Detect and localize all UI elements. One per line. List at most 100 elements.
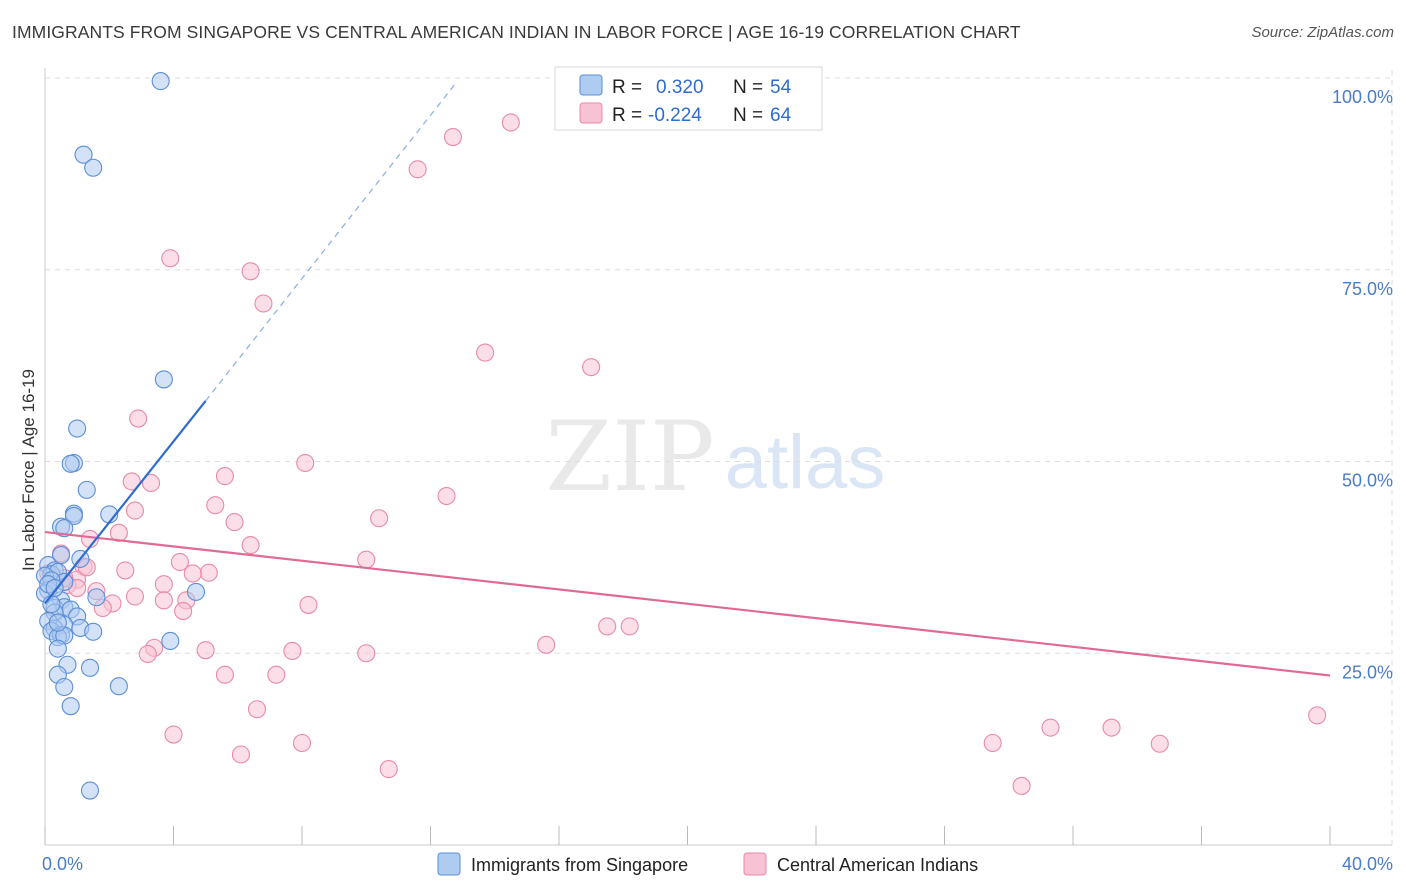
data-point-central-american-indians (292, 733, 312, 753)
data-point-central-american-indians (199, 563, 218, 582)
correlation-legend: R = 0.320 N = 54 R = -0.224 N = 64 (554, 66, 823, 131)
legend-r-label-1: R = (612, 77, 642, 98)
data-point-central-american-indians (196, 641, 215, 660)
data-point-central-american-indians (283, 641, 302, 660)
data-point-immigrants-from-singapore (77, 480, 96, 499)
data-point-central-american-indians (370, 509, 389, 528)
data-point-central-american-indians (141, 473, 161, 493)
data-point-central-american-indians (241, 536, 260, 555)
data-point-central-american-indians (1308, 706, 1327, 725)
data-point-central-american-indians (241, 262, 260, 281)
y-tick-label: 25.0% (1342, 662, 1393, 682)
legend-n-label-2: N = (733, 105, 763, 126)
grid-lines (45, 70, 1393, 845)
legend-r-label-2: R = (612, 105, 642, 126)
data-point-central-american-indians (247, 700, 267, 719)
data-point-immigrants-from-singapore (64, 506, 83, 526)
data-point-central-american-indians (116, 561, 135, 580)
data-point-central-american-indians (1102, 718, 1121, 737)
series-immigrants-from-singapore (35, 72, 206, 800)
x-tick-label-max: 40.0% (1342, 854, 1393, 874)
axes (44, 68, 1392, 846)
data-point-immigrants-from-singapore (80, 658, 100, 677)
data-point-central-american-indians (537, 635, 556, 654)
data-point-immigrants-from-singapore (55, 677, 74, 697)
data-point-central-american-indians (215, 665, 234, 684)
data-point-central-american-indians (357, 644, 376, 663)
data-point-central-american-indians (254, 294, 273, 313)
data-point-central-american-indians (225, 513, 244, 532)
data-point-central-american-indians (154, 575, 173, 594)
data-point-central-american-indians (437, 486, 456, 506)
y-axis-title: In Labor Force | Age 16-19 (19, 369, 38, 571)
data-point-immigrants-from-singapore (161, 631, 180, 651)
source-credit: Source: ZipAtlas.com (1251, 24, 1394, 41)
legend-r-value-2: -0.224 (648, 105, 702, 126)
watermark: ZIP atlas (545, 401, 885, 513)
data-point-central-american-indians (357, 550, 376, 569)
data-point-central-american-indians (296, 453, 315, 473)
data-point-central-american-indians (501, 113, 520, 132)
data-point-immigrants-from-singapore (45, 579, 64, 598)
y-tick-label: 75.0% (1342, 279, 1393, 299)
data-point-central-american-indians (174, 602, 193, 621)
data-point-central-american-indians (125, 501, 144, 520)
data-point-immigrants-from-singapore (68, 419, 87, 438)
data-point-central-american-indians (443, 128, 463, 147)
trend-line-immigrants-from-singapore (44, 400, 207, 605)
data-point-immigrants-from-singapore (151, 72, 170, 91)
data-point-central-american-indians (183, 564, 202, 583)
series-legend-label-singapore: Immigrants from Singapore (471, 855, 688, 875)
data-point-immigrants-from-singapore (61, 454, 80, 473)
data-point-central-american-indians (215, 467, 234, 486)
trend-line-central-american-indians (44, 530, 1331, 677)
data-point-central-american-indians (408, 160, 427, 179)
x-tick-label-min: 0.0% (42, 854, 83, 874)
data-point-immigrants-from-singapore (42, 595, 61, 614)
data-point-immigrants-from-singapore (109, 677, 128, 696)
data-point-central-american-indians (598, 617, 617, 636)
data-point-immigrants-from-singapore (80, 781, 100, 800)
legend-n-value-1: 54 (770, 77, 792, 98)
trend-lines (44, 82, 1331, 677)
chart-title: IMMIGRANTS FROM SINGAPORE VS CENTRAL AME… (12, 22, 1021, 42)
data-point-central-american-indians (1012, 776, 1031, 795)
data-point-immigrants-from-singapore (55, 519, 74, 538)
data-point-central-american-indians (1041, 718, 1060, 737)
data-point-central-american-indians (231, 745, 251, 764)
data-point-central-american-indians (164, 725, 183, 744)
data-point-central-american-indians (125, 587, 144, 606)
data-point-central-american-indians (138, 644, 157, 664)
y-tick-label: 50.0% (1342, 471, 1393, 491)
data-point-central-american-indians (161, 249, 180, 268)
data-point-immigrants-from-singapore (87, 588, 106, 607)
series-legend-label-cai: Central American Indians (777, 855, 978, 875)
series-legend: Immigrants from Singapore Central Americ… (437, 852, 978, 876)
data-point-central-american-indians (267, 665, 286, 684)
legend-n-value-2: 64 (770, 105, 792, 126)
data-point-immigrants-from-singapore (48, 639, 67, 658)
series-legend-swatch-cai (743, 852, 767, 876)
data-point-central-american-indians (620, 617, 639, 636)
series-legend-swatch-singapore (437, 852, 461, 876)
tick-labels: 100.0% 75.0% 50.0% 25.0% 0.0% 40.0% (42, 87, 1393, 874)
data-point-immigrants-from-singapore (61, 697, 80, 716)
data-point-central-american-indians (983, 733, 1002, 753)
data-point-immigrants-from-singapore (48, 613, 67, 632)
legend-swatch-blue (579, 74, 603, 96)
legend-n-label-1: N = (733, 77, 763, 98)
watermark-zip: ZIP (545, 401, 714, 513)
data-point-immigrants-from-singapore (74, 145, 93, 164)
data-point-immigrants-from-singapore (84, 622, 103, 641)
data-point-central-american-indians (299, 595, 318, 614)
data-point-central-american-indians (122, 472, 141, 491)
trend-extension-immigrants-from-singapore (205, 82, 457, 402)
data-point-central-american-indians (1150, 734, 1169, 753)
data-point-central-american-indians (154, 591, 173, 610)
legend-r-value-1: 0.320 (656, 77, 704, 98)
data-point-immigrants-from-singapore (84, 158, 103, 177)
data-point-immigrants-from-singapore (186, 582, 206, 601)
data-point-immigrants-from-singapore (154, 370, 173, 389)
y-tick-label: 100.0% (1332, 87, 1393, 107)
